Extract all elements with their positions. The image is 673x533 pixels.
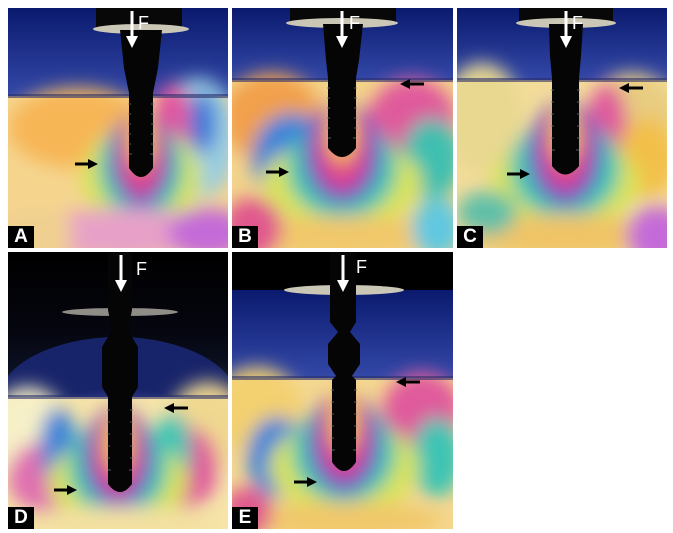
panel-label-a: A [8, 226, 34, 248]
indicator-arrow-icon [75, 159, 98, 169]
force-label: F [136, 259, 147, 279]
force-label: F [349, 13, 360, 33]
panel-a: F A [8, 8, 228, 248]
panel-label-d: D [8, 507, 34, 529]
photoelastic-image-b [232, 8, 453, 248]
force-arrow-icon [337, 255, 349, 292]
force-label: F [356, 257, 367, 277]
indicator-arrow-icon [400, 79, 424, 89]
indicator-arrow-icon [507, 169, 530, 179]
force-label: F [572, 13, 583, 33]
indicator-arrow-icon [164, 403, 188, 413]
indicator-arrow-icon [266, 167, 289, 177]
force-label: F [138, 13, 149, 33]
photoelastic-image-a [8, 8, 228, 248]
panel-label-e: E [232, 507, 258, 529]
photoelastic-image-c [457, 8, 667, 248]
photoelastic-image-e [232, 252, 453, 529]
panel-label-b: B [232, 226, 258, 248]
force-arrow-icon [115, 255, 127, 292]
photoelastic-image-d [8, 252, 228, 529]
force-arrow-icon [336, 11, 348, 48]
force-arrow-icon [560, 11, 572, 48]
indicator-arrow-icon [294, 477, 317, 487]
indicator-arrow-icon [54, 485, 77, 495]
force-arrow-icon [126, 11, 138, 48]
indicator-arrow-icon [619, 83, 643, 93]
panel-e: F E [232, 252, 453, 529]
indicator-arrow-icon [396, 377, 420, 387]
panel-c: F C [457, 8, 667, 248]
panel-label-c: C [457, 226, 483, 248]
panel-d: F D [8, 252, 228, 529]
panel-b: F B [232, 8, 453, 248]
